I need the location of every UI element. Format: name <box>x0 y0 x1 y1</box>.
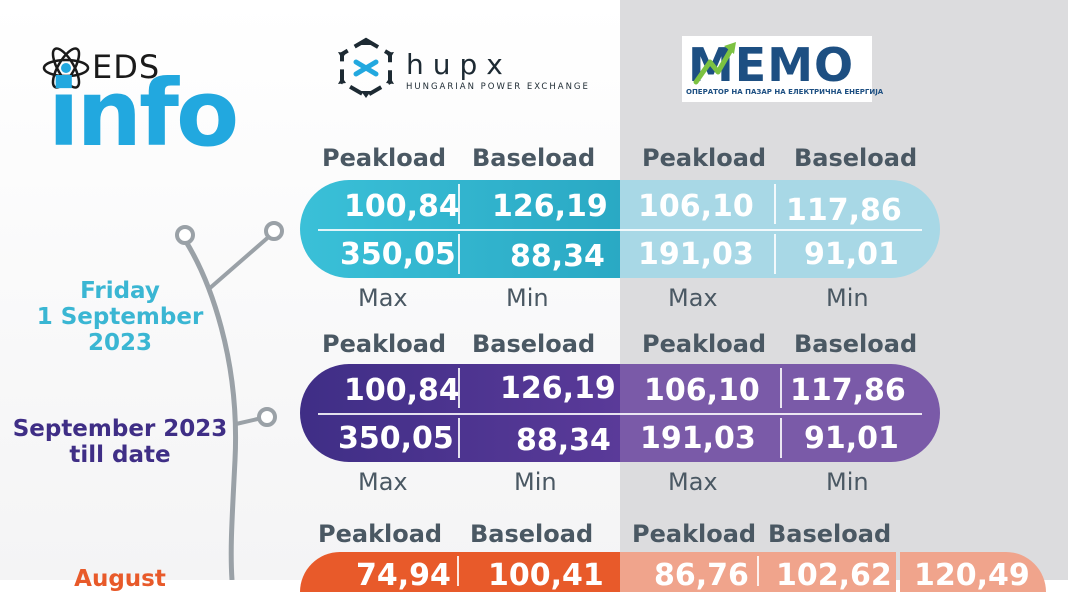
header-hupx-baseload: Baseload <box>470 520 594 548</box>
hupx-logo-name: hupx <box>406 48 512 81</box>
date-label-previous-month: August <box>20 566 220 592</box>
growth-arrow-icon <box>693 42 736 85</box>
header-memo-baseload: Baseload <box>768 520 892 548</box>
hupx-peakload-value: 74,94 <box>356 558 451 593</box>
daily-prices-pill: 100,84 126,19 106,10 117,86 350,05 88,34… <box>300 180 940 278</box>
header-memo-peakload: Peakload <box>632 520 757 548</box>
header-hupx-baseload: Baseload <box>472 330 596 358</box>
hupx-max-value: 350,05 <box>338 421 454 456</box>
column-divider <box>458 368 460 408</box>
header-memo-baseload: Baseload <box>794 144 918 172</box>
header-memo-peakload: Peakload <box>642 144 767 172</box>
hupx-baseload-value: 100,41 <box>488 558 604 593</box>
column-divider <box>757 556 759 586</box>
memo-peakload-value: 106,10 <box>638 189 754 224</box>
column-divider <box>780 418 782 458</box>
footer-memo-min: Min <box>826 284 869 312</box>
hupx-max-value: 350,05 <box>340 237 456 272</box>
header-memo-peakload: Peakload <box>642 330 767 358</box>
date-line: August <box>74 566 166 592</box>
memo-max-value: 191,03 <box>638 237 754 272</box>
row-divider <box>318 229 922 231</box>
footer-hupx-min: Min <box>514 468 557 496</box>
atom-icon <box>42 47 90 89</box>
column-divider <box>774 234 776 274</box>
column-divider <box>458 184 460 224</box>
footer-hupx-min: Min <box>506 284 549 312</box>
monthly-prices-pill: 100,84 126,19 106,10 117,86 350,05 88,34… <box>300 364 940 462</box>
memo-baseload-value: 117,86 <box>786 193 902 228</box>
header-hupx-baseload: Baseload <box>472 144 596 172</box>
hupx-min-value: 88,34 <box>510 239 605 274</box>
footer-hupx-max: Max <box>358 284 408 312</box>
header-memo-baseload: Baseload <box>794 330 918 358</box>
hupx-min-value: 88,34 <box>516 423 611 458</box>
footer-memo-max: Max <box>668 284 718 312</box>
date-label-day: Friday 1 September 2023 <box>20 278 220 356</box>
date-label-month: September 2023 till date <box>4 416 236 468</box>
timeline-tree <box>175 221 284 580</box>
eds-info-logo: EDS info <box>40 38 280 163</box>
header-hupx-peakload: Peakload <box>318 520 443 548</box>
column-divider <box>457 556 459 586</box>
date-line: till date <box>69 442 171 468</box>
eds-logo-text: EDS <box>92 48 161 86</box>
hupx-baseload-value: 126,19 <box>500 371 616 406</box>
memo-baseload-value: 102,62 <box>776 558 892 593</box>
info-logo-text: info <box>48 60 239 167</box>
memo-peakload-value: 86,76 <box>654 558 749 593</box>
column-divider <box>458 234 460 274</box>
header-hupx-peakload: Peakload <box>322 144 447 172</box>
hupx-peakload-value: 100,84 <box>344 373 460 408</box>
date-line: 2023 <box>87 330 152 356</box>
memo-min-value: 91,01 <box>804 237 899 272</box>
memo-extra-value: 120,49 <box>914 558 1030 593</box>
memo-peakload-value: 106,10 <box>644 373 760 408</box>
footer-memo-min: Min <box>826 468 869 496</box>
hupx-peakload-value: 100,84 <box>344 189 460 224</box>
hupx-mark-icon <box>338 37 394 99</box>
memo-max-value: 191,03 <box>640 421 756 456</box>
column-divider <box>774 184 776 224</box>
memo-logo: MEMO ОПЕРАТОР НА ПАЗАР НА ЕЛЕКТРИЧНА ЕНЕ… <box>682 36 883 102</box>
column-divider <box>780 368 782 408</box>
date-line: Friday <box>80 278 160 304</box>
hupx-baseload-value: 126,19 <box>492 189 608 224</box>
date-line: September 2023 <box>12 416 228 442</box>
footer-memo-max: Max <box>668 468 718 496</box>
memo-min-value: 91,01 <box>804 421 899 456</box>
left-background <box>0 0 620 580</box>
memo-logo-subtitle: ОПЕРАТОР НА ПАЗАР НА ЕЛЕКТРИЧНА ЕНЕРГИЈА <box>686 88 884 96</box>
memo-baseload-value: 117,86 <box>790 373 906 408</box>
date-line: 1 September <box>36 304 204 330</box>
column-divider <box>458 418 460 458</box>
header-hupx-peakload: Peakload <box>322 330 447 358</box>
hupx-logo: hupx HUNGARIAN POWER EXCHANGE <box>334 34 594 106</box>
footer-hupx-max: Max <box>358 468 408 496</box>
hupx-logo-subtitle: HUNGARIAN POWER EXCHANGE <box>406 82 590 92</box>
row-divider <box>318 413 922 415</box>
